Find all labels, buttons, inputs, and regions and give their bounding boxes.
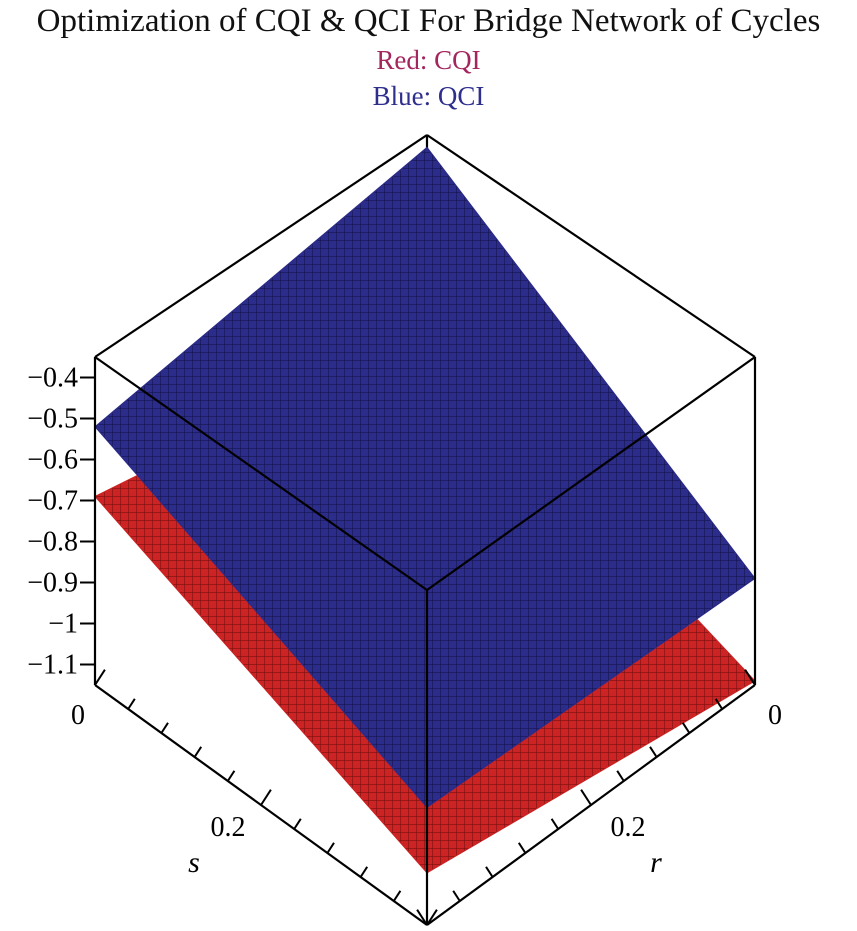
chart-header: Optimization of CQI & QCI For Bridge Net… (0, 0, 857, 114)
r-tick-mark (649, 746, 658, 758)
box-edge (94, 356, 428, 591)
legend-qci: Blue: QCI (372, 81, 485, 111)
s-tick-mark (392, 890, 402, 902)
s-tick-label: 0.2 (211, 812, 246, 843)
s-axis-label: s (188, 846, 200, 879)
r-tick-mark (744, 669, 756, 686)
surfaces (94, 146, 756, 874)
z-axis: −0.4 −0.5 −0.6 −0.7 −0.8 −0.9 −1 −1.1 (27, 363, 95, 681)
s-tick-mark (127, 698, 136, 710)
r-axis-label: r (650, 846, 662, 879)
s-tick-mark (359, 866, 369, 878)
box-edge (426, 356, 756, 591)
s-tick-mark (293, 818, 302, 830)
s-tick-mark (226, 770, 236, 782)
r-tick-mark (550, 818, 560, 830)
z-tick-label: −0.8 (27, 527, 78, 558)
r-tick-mark (580, 789, 592, 806)
r-tick-mark (416, 909, 428, 926)
r-tick-mark (452, 890, 461, 902)
s-tick-mark (193, 746, 203, 758)
z-tick-label: −0.9 (27, 568, 78, 599)
box-edge (94, 134, 428, 358)
z-tick-label: −0.7 (27, 486, 78, 517)
z-tick-label: −0.6 (27, 445, 78, 476)
r-tick-mark (681, 722, 691, 734)
s-tick-mark (326, 842, 335, 854)
s-tick-mark (160, 722, 169, 734)
r-tick-mark (485, 866, 494, 878)
z-tick-label: −0.5 (27, 404, 78, 435)
z-tick-label: −1 (48, 609, 78, 640)
r-tick-mark (517, 842, 527, 854)
box-edge (426, 134, 756, 358)
s-tick-mark (260, 789, 272, 806)
z-tick-label: −0.4 (27, 363, 78, 394)
chart-title: Optimization of CQI & QCI For Bridge Net… (36, 3, 821, 39)
r-tick-mark (616, 770, 625, 782)
r-tick-label: 0 (768, 700, 782, 731)
z-tick-label: −1.1 (27, 650, 78, 681)
r-tick-mark (714, 698, 724, 710)
s-tick-label: 0 (71, 700, 85, 731)
r-tick-label: 0.2 (611, 812, 646, 843)
s-tick-mark (426, 909, 438, 926)
legend-cqi: Red: CQI (376, 45, 481, 75)
s-axis: 0 0.2 s (71, 669, 438, 926)
r-axis: 0 0.2r (416, 669, 782, 926)
s-tick-mark (94, 669, 106, 686)
